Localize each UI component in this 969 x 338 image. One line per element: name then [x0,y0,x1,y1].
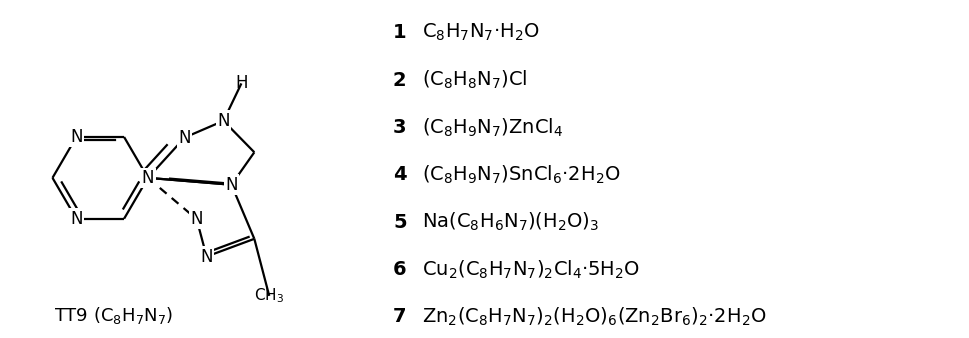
Text: CH$_3$: CH$_3$ [254,287,284,305]
Text: TT9 (C$_8$H$_7$N$_7$): TT9 (C$_8$H$_7$N$_7$) [54,305,173,326]
Text: C$_8$H$_7$N$_7$·H$_2$O: C$_8$H$_7$N$_7$·H$_2$O [422,22,540,43]
Text: Zn$_2$(C$_8$H$_7$N$_7$)$_2$(H$_2$O)$_6$(Zn$_2$Br$_6$)$_2$·2H$_2$O: Zn$_2$(C$_8$H$_7$N$_7$)$_2$(H$_2$O)$_6$(… [422,306,766,328]
Text: N: N [141,169,154,187]
Text: 6: 6 [393,260,407,279]
Text: 5: 5 [393,213,407,232]
Text: Na(C$_8$H$_6$N$_7$)(H$_2$O)$_3$: Na(C$_8$H$_6$N$_7$)(H$_2$O)$_3$ [422,211,599,233]
Text: (C$_8$H$_8$N$_7$)Cl: (C$_8$H$_8$N$_7$)Cl [422,69,527,91]
Text: Cu$_2$(C$_8$H$_7$N$_7$)$_2$Cl$_4$·5H$_2$O: Cu$_2$(C$_8$H$_7$N$_7$)$_2$Cl$_4$·5H$_2$… [422,259,640,281]
Text: 7: 7 [393,308,406,327]
Text: N: N [225,176,237,194]
Text: (C$_8$H$_9$N$_7$)SnCl$_6$·2H$_2$O: (C$_8$H$_9$N$_7$)SnCl$_6$·2H$_2$O [422,164,620,186]
Text: 3: 3 [393,118,406,137]
Text: N: N [70,210,82,228]
Text: H: H [235,74,248,92]
Text: (C$_8$H$_9$N$_7$)ZnCl$_4$: (C$_8$H$_9$N$_7$)ZnCl$_4$ [422,116,563,139]
Text: 4: 4 [393,165,407,184]
Text: N: N [70,128,82,146]
Text: N: N [178,128,191,147]
Text: N: N [201,247,213,266]
Text: N: N [217,112,230,130]
Text: 2: 2 [393,71,407,90]
Text: 1: 1 [393,23,407,42]
Text: N: N [191,210,203,228]
